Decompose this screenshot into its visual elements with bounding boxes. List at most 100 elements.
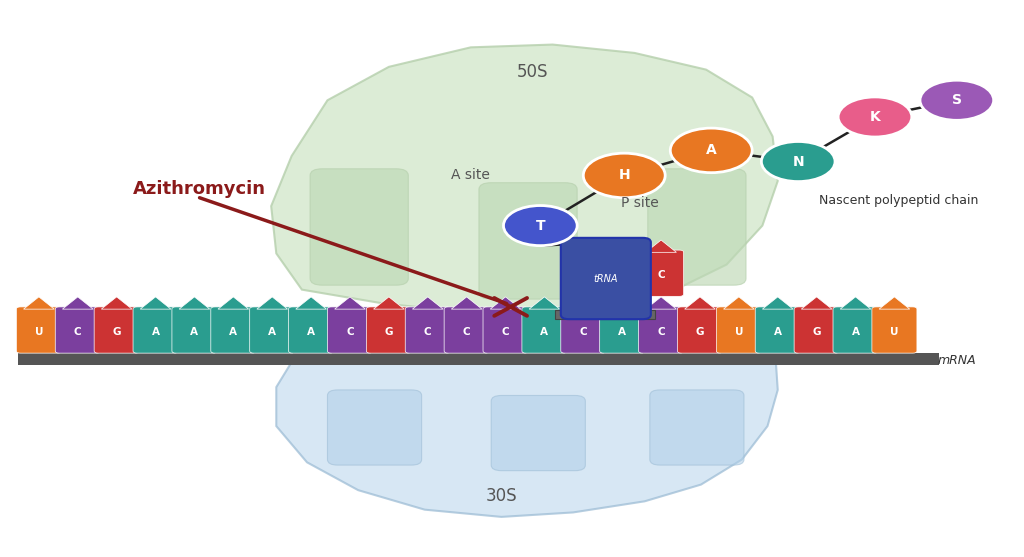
- FancyBboxPatch shape: [310, 169, 409, 285]
- FancyBboxPatch shape: [756, 307, 800, 353]
- Text: C: C: [580, 327, 587, 337]
- Text: C: C: [502, 327, 509, 337]
- Text: A: A: [852, 327, 859, 337]
- FancyBboxPatch shape: [289, 307, 334, 353]
- Text: G: G: [812, 327, 821, 337]
- Text: G: G: [695, 327, 705, 337]
- Text: T: T: [536, 218, 545, 233]
- Text: U: U: [734, 327, 743, 337]
- Polygon shape: [413, 297, 443, 309]
- Polygon shape: [490, 297, 521, 309]
- FancyBboxPatch shape: [833, 307, 878, 353]
- Text: U: U: [579, 270, 588, 280]
- Text: Nascent polypeptid chain: Nascent polypeptid chain: [818, 194, 978, 207]
- Text: G: G: [385, 327, 393, 337]
- Polygon shape: [568, 297, 599, 309]
- PathPatch shape: [276, 350, 778, 517]
- FancyBboxPatch shape: [795, 307, 839, 353]
- Text: C: C: [424, 327, 431, 337]
- Text: C: C: [346, 327, 354, 337]
- Text: G: G: [113, 327, 121, 337]
- Text: A: A: [618, 327, 627, 337]
- Text: 30S: 30S: [485, 487, 517, 505]
- Text: U: U: [890, 327, 899, 337]
- FancyBboxPatch shape: [561, 238, 651, 319]
- Polygon shape: [140, 297, 171, 309]
- Polygon shape: [646, 240, 677, 252]
- PathPatch shape: [271, 45, 778, 312]
- FancyBboxPatch shape: [639, 307, 684, 353]
- FancyBboxPatch shape: [172, 307, 217, 353]
- Text: A: A: [229, 327, 238, 337]
- Polygon shape: [568, 240, 599, 252]
- Circle shape: [584, 153, 666, 198]
- Text: K: K: [869, 110, 881, 124]
- FancyBboxPatch shape: [94, 307, 139, 353]
- Text: G: G: [617, 270, 627, 280]
- FancyBboxPatch shape: [522, 307, 567, 353]
- FancyBboxPatch shape: [16, 307, 61, 353]
- Polygon shape: [840, 297, 870, 309]
- Text: 50S: 50S: [516, 63, 548, 81]
- Text: C: C: [74, 327, 82, 337]
- Text: mRNA: mRNA: [937, 354, 976, 368]
- Text: Azithromycin: Azithromycin: [133, 180, 266, 198]
- Polygon shape: [724, 297, 755, 309]
- Polygon shape: [529, 297, 560, 309]
- FancyBboxPatch shape: [561, 307, 606, 353]
- Polygon shape: [879, 297, 909, 309]
- FancyBboxPatch shape: [406, 307, 451, 353]
- Circle shape: [671, 128, 753, 173]
- FancyBboxPatch shape: [367, 307, 412, 353]
- Polygon shape: [763, 297, 794, 309]
- FancyBboxPatch shape: [648, 169, 746, 285]
- Text: A site: A site: [452, 168, 490, 183]
- Polygon shape: [179, 297, 210, 309]
- Text: C: C: [657, 270, 665, 280]
- FancyBboxPatch shape: [479, 183, 578, 299]
- FancyBboxPatch shape: [55, 307, 100, 353]
- Polygon shape: [62, 297, 93, 309]
- FancyBboxPatch shape: [211, 307, 256, 353]
- Polygon shape: [607, 297, 638, 309]
- Text: A: A: [268, 327, 276, 337]
- Text: tRNA: tRNA: [594, 273, 618, 284]
- FancyBboxPatch shape: [561, 250, 606, 296]
- FancyBboxPatch shape: [133, 307, 178, 353]
- FancyBboxPatch shape: [328, 390, 422, 465]
- FancyBboxPatch shape: [871, 307, 916, 353]
- Polygon shape: [607, 240, 638, 252]
- FancyBboxPatch shape: [444, 307, 489, 353]
- Polygon shape: [801, 297, 831, 309]
- Text: A: A: [774, 327, 781, 337]
- Text: U: U: [35, 327, 43, 337]
- Polygon shape: [101, 297, 132, 309]
- Polygon shape: [296, 297, 327, 309]
- Text: A: A: [190, 327, 199, 337]
- Polygon shape: [257, 297, 288, 309]
- Circle shape: [920, 80, 993, 120]
- Polygon shape: [685, 297, 716, 309]
- Text: C: C: [657, 327, 665, 337]
- FancyBboxPatch shape: [600, 250, 645, 296]
- Bar: [18, 353, 939, 365]
- Polygon shape: [646, 297, 677, 309]
- Bar: [555, 310, 655, 319]
- FancyBboxPatch shape: [650, 390, 744, 465]
- Polygon shape: [452, 297, 482, 309]
- Circle shape: [762, 141, 835, 182]
- Text: P site: P site: [621, 196, 658, 211]
- Text: A: A: [541, 327, 549, 337]
- Circle shape: [504, 206, 578, 246]
- FancyBboxPatch shape: [678, 307, 723, 353]
- Polygon shape: [218, 297, 249, 309]
- FancyBboxPatch shape: [483, 307, 528, 353]
- FancyBboxPatch shape: [328, 307, 373, 353]
- Polygon shape: [335, 297, 366, 309]
- Text: A: A: [152, 327, 160, 337]
- Circle shape: [838, 97, 911, 137]
- FancyBboxPatch shape: [639, 250, 684, 296]
- FancyBboxPatch shape: [717, 307, 762, 353]
- Polygon shape: [24, 297, 54, 309]
- FancyBboxPatch shape: [600, 307, 645, 353]
